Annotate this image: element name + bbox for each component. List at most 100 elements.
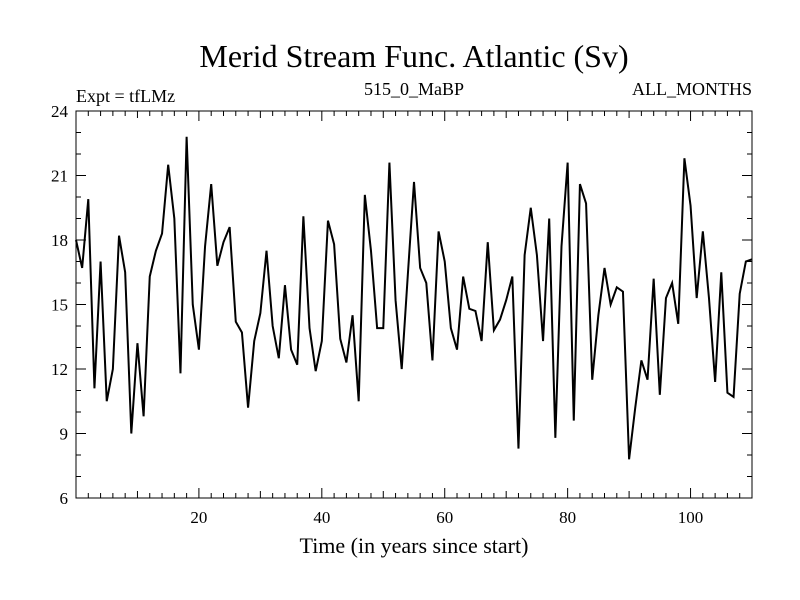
data-point (376, 327, 378, 329)
data-point (351, 314, 353, 316)
data-point (523, 254, 525, 256)
data-point (296, 364, 298, 366)
data-point (99, 260, 101, 262)
data-point (253, 340, 255, 342)
data-point (634, 407, 636, 409)
data-point (302, 215, 304, 217)
data-point (235, 321, 237, 323)
data-point (511, 275, 513, 277)
data-point (591, 379, 593, 381)
data-point (603, 267, 605, 269)
data-point (579, 183, 581, 185)
data-point (548, 217, 550, 219)
data-point (339, 338, 341, 340)
data-point (308, 327, 310, 329)
data-point (173, 217, 175, 219)
data-point (726, 391, 728, 393)
data-point (179, 372, 181, 374)
data-point (573, 419, 575, 421)
data-point (155, 250, 157, 252)
data-point (628, 458, 630, 460)
y-tick-label: 12 (51, 360, 68, 379)
data-point (640, 359, 642, 361)
data-point (566, 161, 568, 163)
data-point (560, 245, 562, 247)
x-axis: 20 40 60 80 100 (75, 111, 753, 527)
data-point (321, 340, 323, 342)
data-point (585, 202, 587, 204)
time-period-label: 515_0_MaBP (364, 79, 464, 99)
data-point (136, 342, 138, 344)
data-point (702, 230, 704, 232)
data-point (720, 271, 722, 273)
y-tick-label: 9 (60, 425, 69, 444)
data-point (714, 381, 716, 383)
data-point (216, 265, 218, 267)
data-point (622, 290, 624, 292)
data-point (192, 303, 194, 305)
data-point (468, 308, 470, 310)
data-point (517, 447, 519, 449)
data-point (93, 387, 95, 389)
data-point (480, 340, 482, 342)
data-point (659, 394, 661, 396)
data-point (167, 164, 169, 166)
data-point (112, 368, 114, 370)
data-point (425, 282, 427, 284)
data-point (407, 273, 409, 275)
data-point (419, 267, 421, 269)
data-point (394, 299, 396, 301)
data-point (259, 312, 261, 314)
data-point (431, 359, 433, 361)
data-point (597, 314, 599, 316)
data-point (284, 284, 286, 286)
data-point (124, 271, 126, 273)
x-tick-label: 20 (190, 508, 207, 527)
x-tick-label: 80 (559, 508, 576, 527)
chart-title: Merid Stream Func. Atlantic (Sv) (199, 38, 628, 74)
data-point (388, 161, 390, 163)
data-point (87, 198, 89, 200)
x-tick-label: 100 (678, 508, 704, 527)
data-point (542, 340, 544, 342)
data-point (708, 297, 710, 299)
y-tick-label: 21 (51, 167, 68, 186)
data-point (616, 286, 618, 288)
data-point (271, 325, 273, 327)
data-point (450, 327, 452, 329)
data-point (130, 432, 132, 434)
data-point (370, 250, 372, 252)
data-point (357, 400, 359, 402)
data-point (222, 241, 224, 243)
data-point (161, 232, 163, 234)
data-point (382, 327, 384, 329)
data-point (314, 370, 316, 372)
data-point (536, 254, 538, 256)
data-point (554, 437, 556, 439)
data-point (413, 181, 415, 183)
data-point (265, 250, 267, 252)
data-point (364, 194, 366, 196)
data-point (665, 297, 667, 299)
data-point (505, 299, 507, 301)
data-point (290, 348, 292, 350)
data-point (327, 219, 329, 221)
data-point (462, 275, 464, 277)
data-point (185, 136, 187, 138)
y-tick-label: 24 (51, 102, 69, 121)
y-tick-label: 6 (60, 489, 69, 508)
data-point (683, 157, 685, 159)
data-point (751, 258, 753, 260)
data-point (456, 348, 458, 350)
data-point (149, 275, 151, 277)
data-point (745, 260, 747, 262)
data-point (609, 303, 611, 305)
data-point (118, 235, 120, 237)
data-point (228, 226, 230, 228)
data-point (499, 318, 501, 320)
data-point (652, 278, 654, 280)
y-tick-label: 15 (51, 296, 68, 315)
data-point (739, 293, 741, 295)
x-tick-label: 60 (436, 508, 453, 527)
